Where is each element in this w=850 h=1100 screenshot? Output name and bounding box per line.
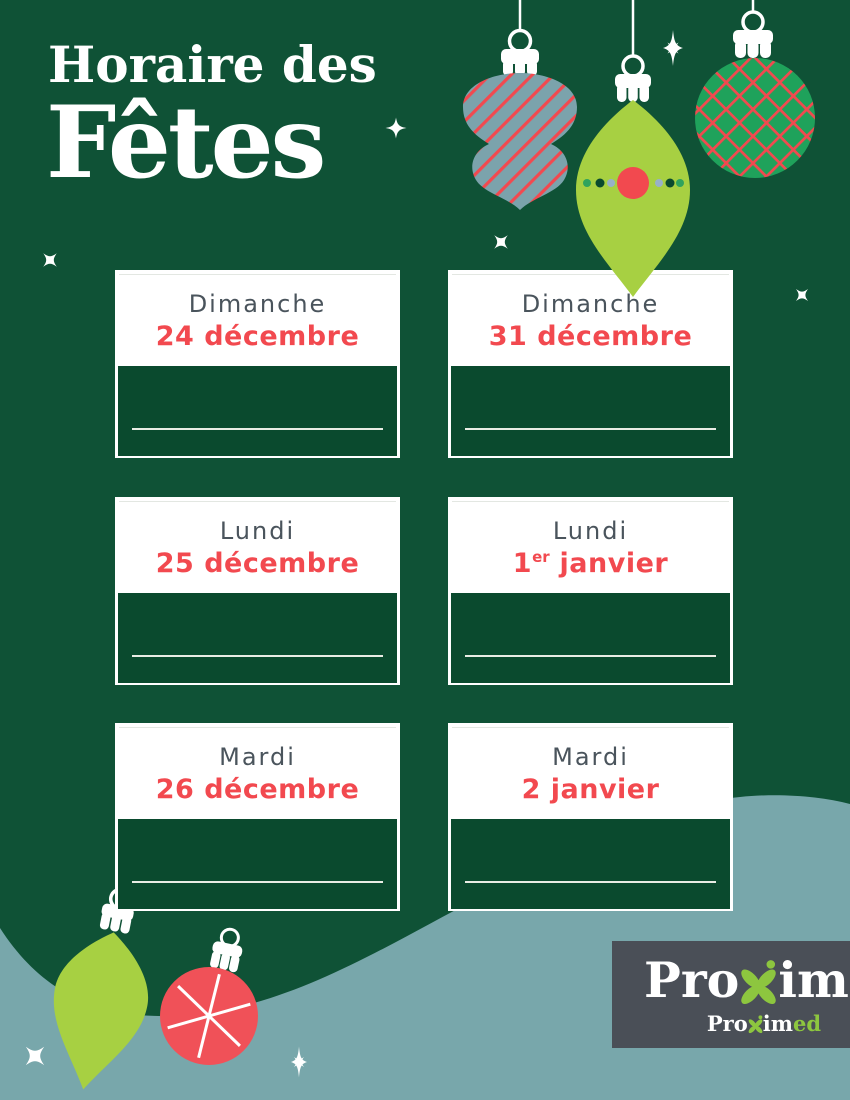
petal-x-icon [741, 959, 777, 1004]
schedule-card-jan1: Lundi 1er janvier [448, 497, 733, 685]
teardrop-ornament-icon [576, 0, 690, 297]
day-label: Mardi [219, 742, 296, 771]
day-label: Lundi [552, 516, 629, 545]
proxim-wordmark: Pro im [644, 951, 849, 1009]
date-label: 26 décembre [155, 773, 360, 805]
day-label: Dimanche [188, 289, 327, 318]
proxim-logo: Pro im Pro im ed [612, 941, 850, 1048]
fill-in-line [132, 881, 383, 883]
schedule-card-jan2: Mardi 2 janvier [448, 723, 733, 911]
date-label: 24 décembre [155, 320, 360, 352]
card-header: Dimanche 24 décembre [119, 274, 396, 366]
schedule-card-dec31: Dimanche 31 décembre [448, 270, 733, 458]
schedule-card-dec25: Lundi 25 décembre [115, 497, 400, 685]
lattice-ball-ornament-icon [695, 0, 815, 178]
day-label: Lundi [219, 516, 296, 545]
card-body [451, 366, 730, 456]
logo-text-im: im [778, 951, 849, 1009]
fill-in-line [132, 428, 383, 430]
fill-in-line [465, 655, 716, 657]
card-header: Mardi 2 janvier [452, 727, 729, 819]
card-body [451, 593, 730, 683]
lime-teardrop-ornament-icon [53, 887, 149, 1090]
logo-text-pro: Pro [644, 951, 740, 1009]
card-body [451, 819, 730, 909]
card-header: Lundi 1er janvier [452, 501, 729, 593]
date-label: 25 décembre [155, 547, 360, 579]
day-label: Mardi [552, 742, 629, 771]
twinkle-star-icon [291, 1046, 307, 1078]
twinkle-star-icon [663, 30, 683, 66]
fill-in-line [132, 655, 383, 657]
date-label: 2 janvier [521, 773, 660, 805]
ornament-dots [583, 167, 684, 199]
title-line2: Fêtes [46, 85, 326, 201]
sparkle-icon [25, 1046, 45, 1066]
striped-ornament-icon [463, 0, 577, 210]
proximed-wordmark: Pro im ed [706, 1011, 821, 1037]
petal-x-icon [748, 1015, 763, 1034]
card-body [118, 366, 397, 456]
card-header: Mardi 26 décembre [119, 727, 396, 819]
fill-in-line [465, 881, 716, 883]
schedule-card-dec24: Dimanche 24 décembre [115, 270, 400, 458]
title-line1: Horaire des [48, 35, 377, 94]
red-ball-ornament-icon [160, 927, 258, 1065]
day-label: Dimanche [521, 289, 660, 318]
snowflake-icon [167, 973, 251, 1059]
date-label: 31 décembre [488, 320, 693, 352]
card-header: Lundi 25 décembre [119, 501, 396, 593]
page-title: Horaire des Fêtes [46, 35, 377, 201]
fill-in-line [465, 428, 716, 430]
card-body [118, 819, 397, 909]
card-body [118, 593, 397, 683]
card-header: Dimanche 31 décembre [452, 274, 729, 366]
date-label: 1er janvier [512, 547, 669, 579]
schedule-card-dec26: Mardi 26 décembre [115, 723, 400, 911]
